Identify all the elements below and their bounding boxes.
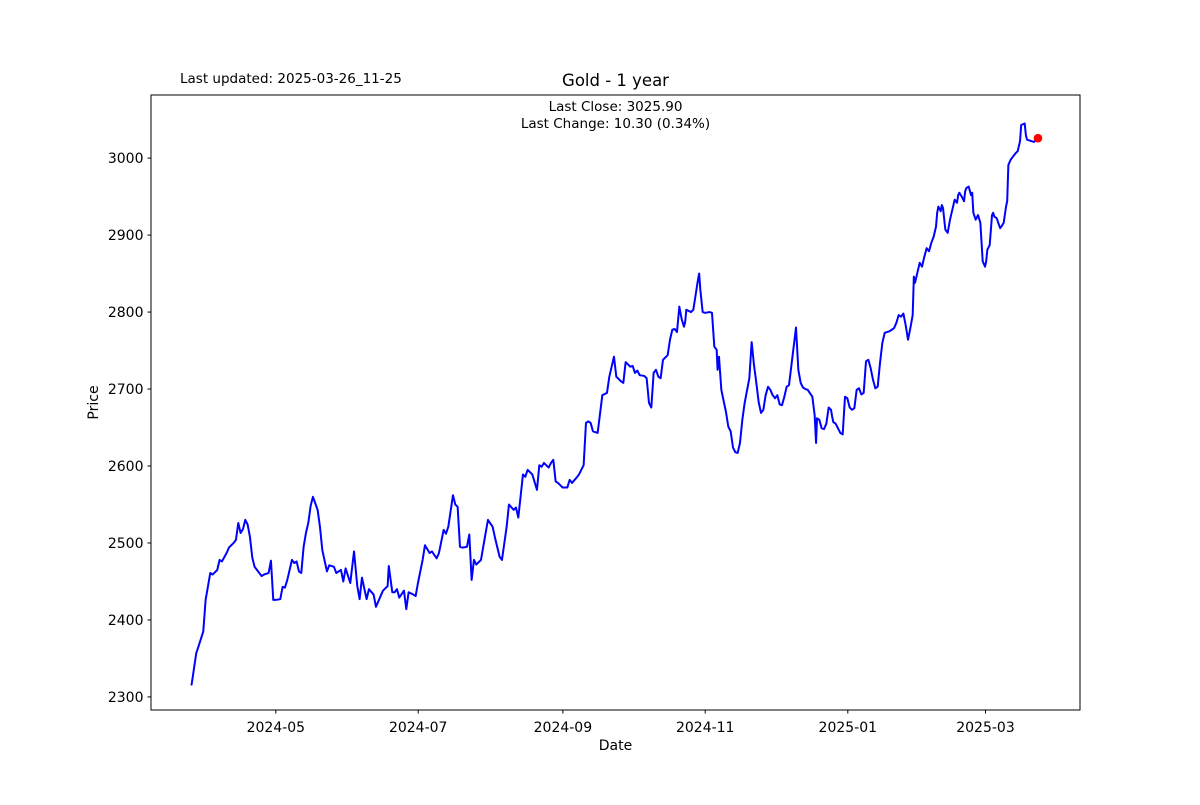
last-price-dot bbox=[1033, 133, 1043, 143]
x-tick-label: 2024-07 bbox=[389, 720, 448, 736]
y-tick-label: 2600 bbox=[108, 459, 144, 475]
last-change-annotation: Last Change: 10.30 (0.34%) bbox=[521, 116, 710, 132]
plot-area bbox=[150, 94, 1081, 711]
x-tick-label: 2024-09 bbox=[534, 720, 593, 736]
last-updated-text: Last updated: 2025-03-26_11-25 bbox=[180, 71, 402, 87]
y-tick-label: 2700 bbox=[108, 382, 144, 398]
y-tick-label: 3000 bbox=[108, 151, 144, 167]
x-tick-label: 2025-03 bbox=[956, 720, 1015, 736]
x-tick-label: 2025-01 bbox=[819, 720, 878, 736]
y-axis-ticks: 2300 2400 2500 2600 2700 2800 2900 3000 bbox=[108, 151, 151, 706]
y-tick-label: 2900 bbox=[108, 228, 144, 244]
chart-title: Gold - 1 year bbox=[562, 71, 669, 90]
x-axis-label: Date bbox=[599, 738, 632, 754]
x-axis-ticks: 2024-05 2024-07 2024-09 2024-11 2025-01 2025-… bbox=[247, 710, 1015, 736]
x-tick-label: 2024-05 bbox=[247, 720, 306, 736]
y-axis-label: Price bbox=[86, 385, 102, 419]
y-tick-label: 2800 bbox=[108, 305, 144, 321]
x-tick-label: 2024-11 bbox=[676, 720, 735, 736]
y-tick-label: 2500 bbox=[108, 536, 144, 552]
last-close-annotation: Last Close: 3025.90 bbox=[549, 99, 683, 115]
y-tick-label: 2400 bbox=[108, 613, 144, 629]
price-line bbox=[190, 122, 1039, 686]
y-tick-label: 2300 bbox=[108, 690, 144, 706]
